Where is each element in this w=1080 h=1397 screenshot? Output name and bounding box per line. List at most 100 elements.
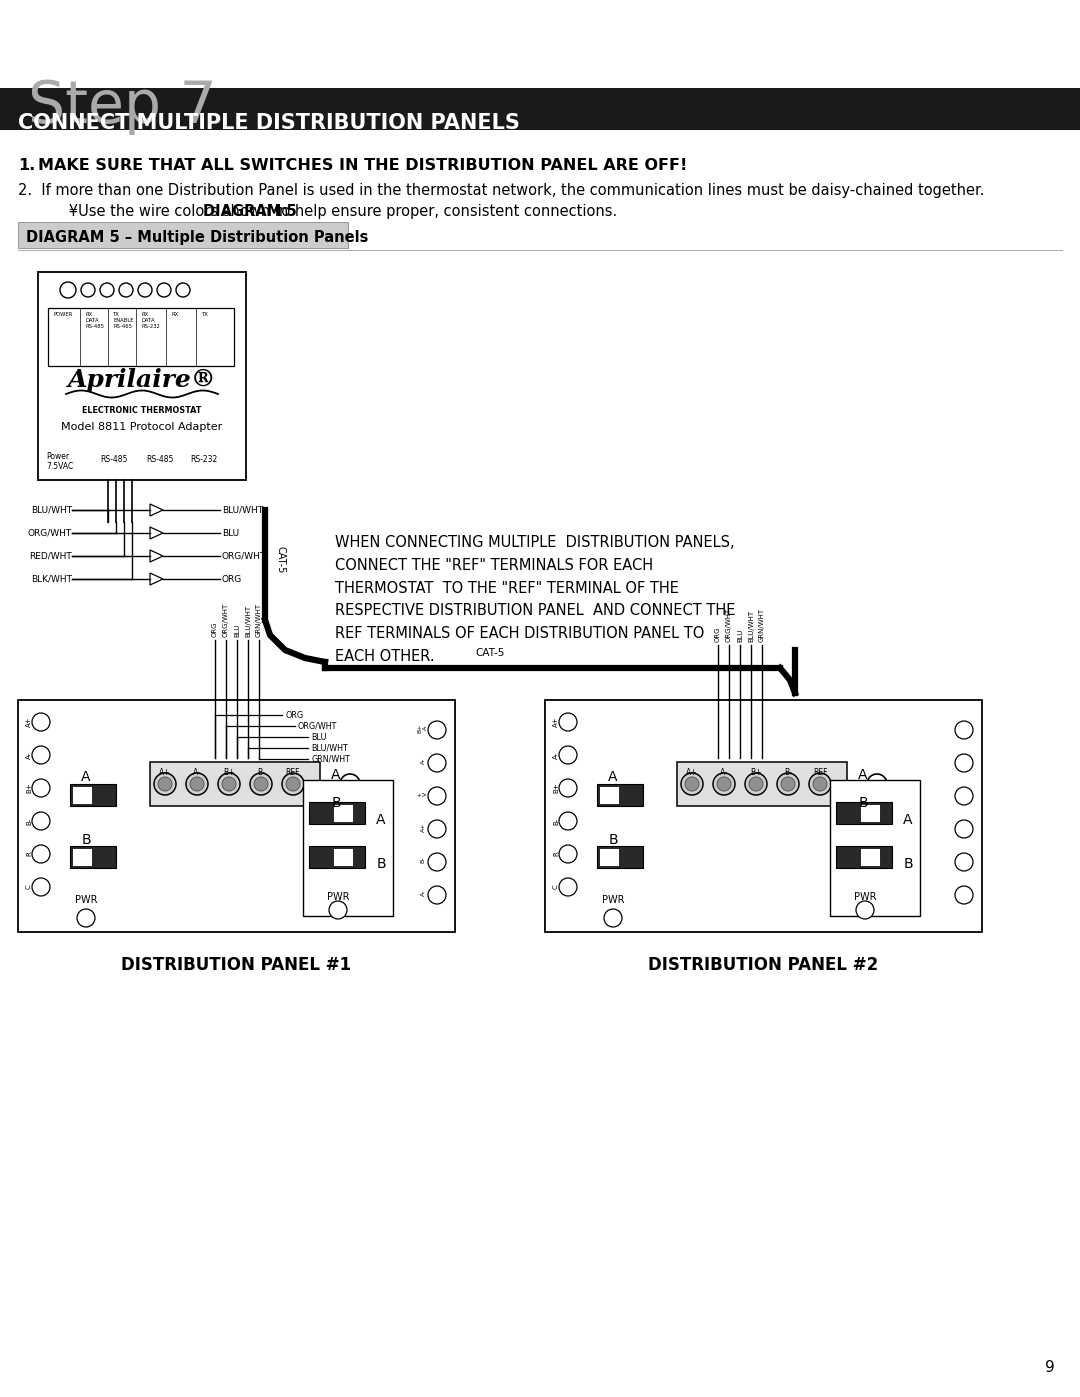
Text: R: R xyxy=(553,852,559,856)
Text: B: B xyxy=(81,833,91,847)
Circle shape xyxy=(60,282,76,298)
Circle shape xyxy=(32,812,50,830)
Text: A+: A+ xyxy=(420,823,426,831)
Text: ON: ON xyxy=(606,817,616,821)
Circle shape xyxy=(750,777,762,791)
Text: BLU: BLU xyxy=(311,732,326,742)
Text: A-: A- xyxy=(26,752,32,759)
Text: RX
DATA
RS-232: RX DATA RS-232 xyxy=(141,312,160,330)
Polygon shape xyxy=(150,527,163,539)
Text: PWR: PWR xyxy=(327,893,349,902)
Circle shape xyxy=(559,845,577,863)
Text: ON: ON xyxy=(345,879,354,884)
Text: BLU: BLU xyxy=(234,623,240,637)
Text: OFF: OFF xyxy=(626,817,639,821)
Bar xyxy=(831,780,920,916)
Text: A: A xyxy=(376,813,386,827)
Bar xyxy=(836,802,892,824)
Text: MAKE SURE THAT ALL SWITCHES IN THE DISTRIBUTION PANEL ARE OFF!: MAKE SURE THAT ALL SWITCHES IN THE DISTR… xyxy=(38,158,687,173)
Text: DIAGRAM 5: DIAGRAM 5 xyxy=(203,204,297,219)
Circle shape xyxy=(157,284,171,298)
Circle shape xyxy=(559,877,577,895)
Circle shape xyxy=(685,777,699,791)
Circle shape xyxy=(955,754,973,773)
Text: OFF: OFF xyxy=(313,879,325,884)
Bar xyxy=(860,805,880,821)
Text: BLU/WHT: BLU/WHT xyxy=(222,506,264,514)
Text: Power
7.5VAC: Power 7.5VAC xyxy=(46,453,73,471)
Text: Aprilaire®: Aprilaire® xyxy=(68,367,216,393)
Text: ELECTRONIC THERMOSTAT: ELECTRONIC THERMOSTAT xyxy=(82,407,202,415)
Text: B+
A: B+ A xyxy=(418,724,429,733)
Text: B+: B+ xyxy=(26,782,32,793)
Text: B: B xyxy=(903,856,913,870)
Circle shape xyxy=(777,773,799,795)
Text: ¥Use the wire colors shown in: ¥Use the wire colors shown in xyxy=(55,204,293,219)
Circle shape xyxy=(809,773,831,795)
Circle shape xyxy=(186,773,208,795)
Text: C: C xyxy=(26,884,32,890)
Text: CONNECT MULTIPLE DISTRIBUTION PANELS: CONNECT MULTIPLE DISTRIBUTION PANELS xyxy=(18,113,519,133)
Text: BLK/WHT: BLK/WHT xyxy=(31,574,72,584)
Circle shape xyxy=(867,774,887,793)
Text: OFF: OFF xyxy=(840,835,852,840)
Bar xyxy=(836,847,892,868)
Text: B-: B- xyxy=(553,817,559,824)
Circle shape xyxy=(428,854,446,870)
Text: B-: B- xyxy=(420,856,426,863)
Bar xyxy=(597,847,643,868)
Bar xyxy=(18,222,348,249)
Text: A: A xyxy=(608,770,618,784)
Circle shape xyxy=(604,909,622,928)
Text: DISTRIBUTION PANEL #2: DISTRIBUTION PANEL #2 xyxy=(648,956,879,974)
Text: RS-232: RS-232 xyxy=(190,455,217,464)
Text: BLU/WHT: BLU/WHT xyxy=(748,610,754,643)
Polygon shape xyxy=(150,550,163,562)
Bar xyxy=(309,847,365,868)
Text: DISTRIBUTION PANEL #1: DISTRIBUTION PANEL #1 xyxy=(121,956,352,974)
Text: BLU: BLU xyxy=(222,528,239,538)
Text: TX: TX xyxy=(202,312,208,317)
Text: A: A xyxy=(332,768,341,782)
Text: 2.  If more than one Distribution Panel is used in the thermostat network, the c: 2. If more than one Distribution Panel i… xyxy=(18,183,985,198)
Circle shape xyxy=(856,901,874,919)
Circle shape xyxy=(713,773,735,795)
Text: A-: A- xyxy=(193,768,201,777)
Text: Model 8811 Protocol Adapter: Model 8811 Protocol Adapter xyxy=(62,422,222,432)
Bar xyxy=(333,848,353,866)
Circle shape xyxy=(32,877,50,895)
Circle shape xyxy=(329,901,347,919)
Text: OFF: OFF xyxy=(313,835,325,840)
Bar xyxy=(677,761,847,806)
Bar xyxy=(860,848,880,866)
Circle shape xyxy=(955,820,973,838)
Text: A+: A+ xyxy=(26,717,32,728)
Circle shape xyxy=(340,774,360,793)
Circle shape xyxy=(559,812,577,830)
Text: RX
DATA
RS-485: RX DATA RS-485 xyxy=(86,312,105,330)
Circle shape xyxy=(158,777,172,791)
Text: OFF: OFF xyxy=(99,879,112,884)
Text: B+: B+ xyxy=(224,768,234,777)
Text: ON: ON xyxy=(345,835,354,840)
Bar xyxy=(38,272,246,481)
Text: ORG: ORG xyxy=(212,622,218,637)
Text: B+: B+ xyxy=(751,768,761,777)
Text: B-: B- xyxy=(784,768,792,777)
Circle shape xyxy=(81,284,95,298)
Text: B-: B- xyxy=(257,768,265,777)
Text: to help ensure proper, consistent connections.: to help ensure proper, consistent connec… xyxy=(271,204,618,219)
Circle shape xyxy=(77,909,95,928)
Text: ON: ON xyxy=(79,879,89,884)
Text: REF: REF xyxy=(813,768,827,777)
Text: BLU: BLU xyxy=(737,629,743,643)
Circle shape xyxy=(254,777,268,791)
Text: BLU/WHT: BLU/WHT xyxy=(245,605,251,637)
Text: B: B xyxy=(608,833,618,847)
Text: ON: ON xyxy=(872,835,881,840)
Text: GRN/WHT: GRN/WHT xyxy=(256,604,262,637)
Bar xyxy=(597,784,643,806)
Text: ORG/WHT: ORG/WHT xyxy=(726,608,732,643)
Text: ON: ON xyxy=(872,879,881,884)
Bar xyxy=(333,805,353,821)
